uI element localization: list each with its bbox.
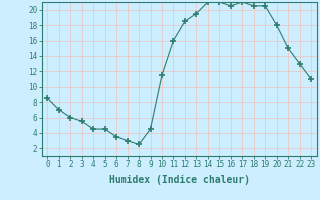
X-axis label: Humidex (Indice chaleur): Humidex (Indice chaleur) bbox=[109, 175, 250, 185]
